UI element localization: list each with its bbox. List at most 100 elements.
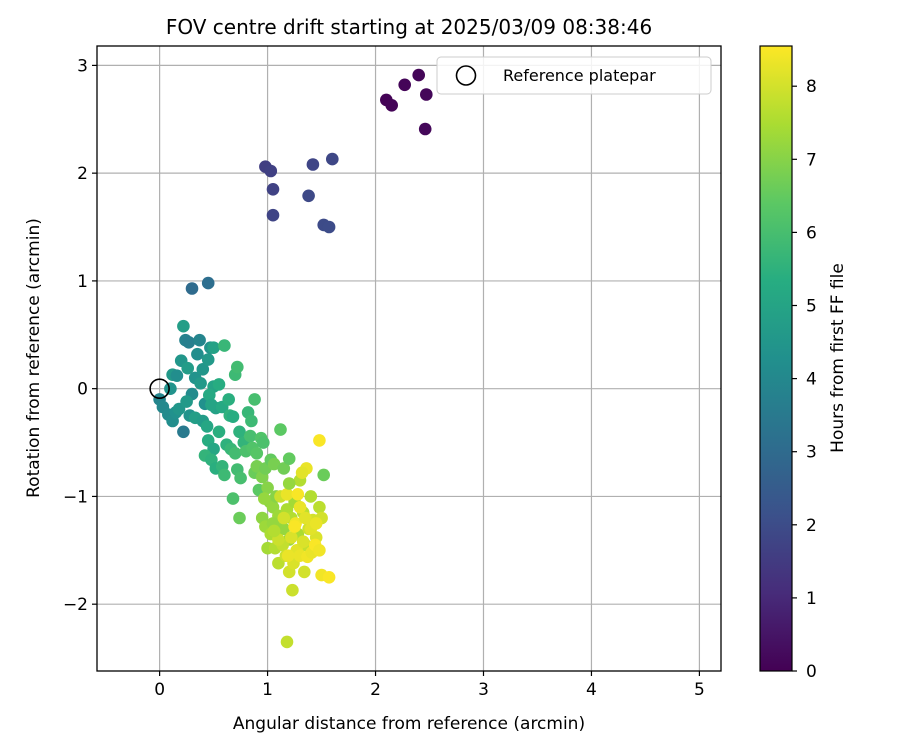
data-point — [298, 565, 311, 579]
data-point — [248, 393, 261, 406]
data-point — [296, 535, 310, 548]
x-tick-label: 5 — [694, 680, 705, 700]
x-tick-label: 4 — [586, 680, 597, 700]
data-point — [164, 382, 177, 396]
data-point — [266, 183, 280, 196]
grid-lines — [97, 46, 721, 671]
data-point — [418, 122, 432, 136]
colorbar-tick-label: 0 — [806, 662, 817, 682]
data-point — [267, 524, 281, 538]
data-point — [244, 429, 257, 443]
data-point — [196, 363, 210, 376]
data-point — [207, 442, 220, 456]
data-point — [277, 462, 291, 475]
data-point — [285, 531, 298, 544]
data-point — [313, 544, 326, 557]
data-point — [177, 319, 190, 333]
colorbar-tick-label: 2 — [806, 516, 817, 536]
plot-frame — [96, 45, 722, 672]
legend-frame — [436, 56, 712, 95]
data-point — [293, 500, 307, 514]
data-point — [212, 378, 226, 391]
data-point — [385, 99, 399, 112]
data-point — [281, 549, 295, 562]
legend: Reference platepar — [436, 56, 712, 95]
colorbar-tick-label: 5 — [806, 297, 817, 317]
data-point — [295, 466, 309, 480]
colorbar: 0 1 2 3 4 5 6 7 8 — [759, 45, 817, 682]
y-tick-label: −1 — [63, 487, 88, 507]
data-point — [228, 447, 242, 460]
data-point — [302, 189, 315, 203]
data-point — [286, 583, 299, 597]
axes: 0 1 2 3 4 5 −2 −1 0 1 2 3 — [63, 45, 722, 700]
data-point — [181, 361, 194, 375]
data-point — [274, 423, 287, 436]
data-point — [306, 158, 320, 171]
legend-marker-reference — [455, 65, 477, 86]
colorbar-tick-label: 7 — [806, 150, 817, 170]
data-point — [326, 152, 339, 166]
data-point — [322, 220, 336, 234]
colorbar-gradient — [759, 45, 793, 672]
y-tick-label: 3 — [77, 56, 88, 76]
data-point — [291, 488, 305, 501]
x-tick-label: 3 — [478, 680, 489, 700]
data-point — [282, 477, 296, 490]
data-point — [194, 377, 207, 390]
data-point — [258, 492, 271, 505]
data-point — [313, 500, 326, 514]
data-point — [233, 425, 246, 439]
data-point — [180, 395, 193, 408]
data-point — [245, 414, 258, 428]
x-tick-label: 2 — [370, 680, 381, 700]
data-point — [191, 347, 204, 361]
data-point — [231, 360, 244, 374]
data-point — [299, 511, 312, 525]
colorbar-tick-label: 3 — [806, 443, 817, 463]
data-point — [282, 452, 296, 466]
data-point — [226, 410, 240, 424]
colorbar-tick-label: 8 — [806, 77, 817, 97]
data-point — [266, 208, 280, 222]
data-point — [200, 420, 214, 433]
data-points — [149, 68, 433, 649]
data-point — [193, 333, 206, 347]
data-point — [212, 425, 226, 439]
x-tick-label: 1 — [262, 680, 273, 700]
legend-label-reference: Reference platepar — [503, 66, 656, 85]
data-point — [177, 425, 190, 439]
data-point — [280, 488, 294, 501]
data-point — [264, 164, 278, 178]
data-point — [182, 336, 196, 349]
x-axis-title: Angular distance from reference (arcmin) — [233, 714, 585, 734]
data-point — [201, 353, 215, 366]
data-point — [317, 468, 331, 482]
data-point — [288, 520, 301, 533]
data-point — [234, 471, 247, 485]
data-point — [226, 492, 240, 505]
y-tick-label: −2 — [63, 595, 88, 615]
data-point — [280, 635, 294, 649]
data-point — [277, 511, 291, 525]
y-axis-title: Rotation from reference (arcmin) — [24, 218, 44, 498]
data-point — [267, 457, 281, 471]
data-point — [222, 393, 235, 406]
data-point — [218, 339, 231, 352]
data-point — [257, 436, 270, 449]
reference-platepar-marker — [149, 378, 170, 399]
data-point — [203, 388, 216, 402]
chart-title: FOV centre drift starting at 2025/03/09 … — [166, 15, 652, 39]
data-point — [261, 481, 274, 495]
data-point — [205, 398, 218, 412]
colorbar-title: Hours from first FF file — [828, 263, 848, 453]
data-point — [201, 276, 215, 290]
data-point — [304, 490, 318, 503]
data-point — [185, 282, 199, 295]
colorbar-tick-label: 4 — [806, 370, 817, 390]
data-point — [309, 517, 323, 530]
colorbar-tick-label: 6 — [806, 223, 817, 243]
data-point — [207, 341, 220, 355]
data-point — [250, 447, 264, 460]
